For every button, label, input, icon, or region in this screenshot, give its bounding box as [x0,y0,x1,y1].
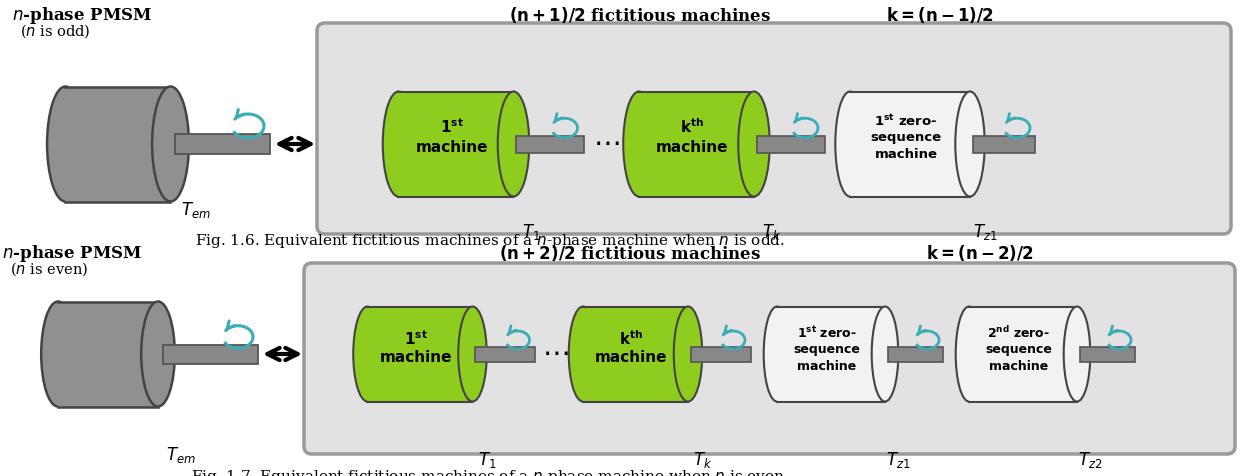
Bar [888,347,943,362]
Text: machine: machine [595,350,667,365]
Bar [639,92,755,197]
Bar [368,307,420,402]
Text: $n$-phase PMSM: $n$-phase PMSM [2,242,142,263]
Bar [639,92,696,197]
Ellipse shape [569,307,597,402]
Ellipse shape [383,92,414,197]
Text: $\mathbf{1^{st}}$: $\mathbf{1^{st}}$ [440,118,464,136]
Text: machine: machine [989,360,1049,373]
Text: $\mathbf{(n+1)/2}$ fictitious machines: $\mathbf{(n+1)/2}$ fictitious machines [508,5,771,25]
Text: $\mathbf{1^{st}}$ zero-: $\mathbf{1^{st}}$ zero- [874,113,937,129]
Ellipse shape [871,307,899,402]
Ellipse shape [353,307,382,402]
Text: Fig. 1.7. Equivalent fictitious machines of a $n$-phase machine when $n$ is even: Fig. 1.7. Equivalent fictitious machines… [191,467,789,476]
Bar [476,347,536,362]
Bar [58,302,158,407]
Text: $\mathbf{2^{nd}}$ zero-: $\mathbf{2^{nd}}$ zero- [987,324,1050,340]
Text: $\mathbf{k^{th}}$: $\mathbf{k^{th}}$ [619,329,644,347]
Bar [517,136,584,153]
Text: Fig. 1.6. Equivalent fictitious machines of a $n$-phase machine when $n$ is odd.: Fig. 1.6. Equivalent fictitious machines… [195,231,786,249]
Bar [1080,347,1135,362]
Bar [66,87,118,202]
Text: $n$-phase PMSM: $n$-phase PMSM [12,5,152,26]
FancyBboxPatch shape [317,24,1231,235]
Ellipse shape [763,307,791,402]
Ellipse shape [956,92,984,197]
Text: $\mathbf{1^{st}}$ zero-: $\mathbf{1^{st}}$ zero- [797,325,856,340]
Text: machine: machine [656,139,728,154]
Bar [757,136,825,153]
Text: $T_1$: $T_1$ [522,221,541,241]
Text: $\mathbf{k = (n-1)/2}$: $\mathbf{k = (n-1)/2}$ [886,5,994,25]
Bar [368,307,472,402]
Ellipse shape [459,307,487,402]
Bar [970,307,1076,402]
Text: $\mathbf{(n+2)/2}$ fictitious machines: $\mathbf{(n+2)/2}$ fictitious machines [498,242,761,262]
Text: ($n$ is even): ($n$ is even) [10,259,88,277]
Bar [66,87,170,202]
Text: machine: machine [875,148,937,161]
Ellipse shape [47,87,83,202]
Text: $T_k$: $T_k$ [694,449,712,469]
Bar [973,136,1035,153]
Bar [777,307,832,402]
Bar [399,92,456,197]
Ellipse shape [738,92,769,197]
Text: sequence: sequence [986,343,1053,356]
Ellipse shape [142,302,175,407]
Text: sequence: sequence [870,131,941,144]
Bar [850,92,970,197]
Text: $T_{z2}$: $T_{z2}$ [1078,449,1103,469]
Ellipse shape [497,92,530,197]
Ellipse shape [41,302,75,407]
Text: sequence: sequence [793,343,860,356]
Ellipse shape [152,87,189,202]
Bar [970,307,1023,402]
Text: $T_{em}$: $T_{em}$ [167,444,196,464]
Text: $\cdots$: $\cdots$ [593,129,620,157]
Bar [583,307,635,402]
Text: machine: machine [380,350,452,365]
Ellipse shape [674,307,702,402]
Text: $\mathbf{k = (n-2)/2}$: $\mathbf{k = (n-2)/2}$ [926,242,1034,262]
Bar [399,92,513,197]
Text: $T_{z1}$: $T_{z1}$ [886,449,910,469]
Text: $\cdots$: $\cdots$ [542,338,569,366]
Text: $\mathbf{k^{th}}$: $\mathbf{k^{th}}$ [680,118,705,136]
Ellipse shape [956,307,982,402]
Text: machine: machine [797,360,856,373]
Bar [583,307,687,402]
Bar [163,345,259,364]
Ellipse shape [835,92,865,197]
Text: $T_k$: $T_k$ [762,221,782,241]
Text: $T_{z1}$: $T_{z1}$ [973,221,997,241]
Text: $\mathbf{1^{st}}$: $\mathbf{1^{st}}$ [404,329,428,347]
Text: machine: machine [415,139,488,154]
Bar [175,135,270,155]
Text: $T_1$: $T_1$ [479,449,497,469]
Bar [58,302,108,407]
Bar [850,92,910,197]
Ellipse shape [623,92,655,197]
Bar [691,347,751,362]
Ellipse shape [1064,307,1090,402]
Bar [777,307,885,402]
Text: $T_{em}$: $T_{em}$ [180,199,210,219]
FancyBboxPatch shape [305,263,1236,454]
Text: ($n$ is odd): ($n$ is odd) [20,22,91,40]
